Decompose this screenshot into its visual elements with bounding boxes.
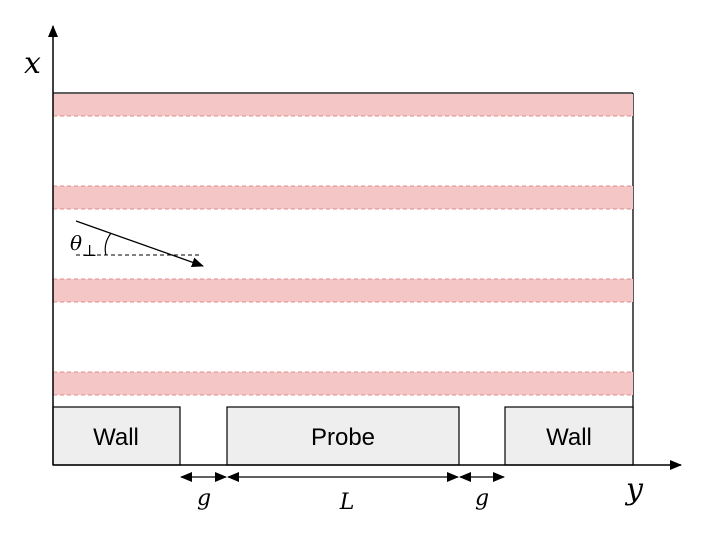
- gap-left-label: g: [197, 486, 211, 511]
- right-wall: Wall: [504, 406, 634, 466]
- svg-text:θ⊥: θ⊥: [70, 231, 97, 260]
- filament-band-1: [53, 94, 633, 117]
- probe-label: Probe: [311, 424, 375, 451]
- length-dimension: L: [227, 472, 459, 515]
- tilt-angle-indicator: θ⊥: [70, 220, 204, 268]
- gap-right-dimension: g: [459, 472, 505, 511]
- left-wall-label: Wall: [93, 424, 139, 451]
- theta-subscript: ⊥: [82, 241, 97, 260]
- filament-band-4: [53, 371, 633, 396]
- x-axis: x: [24, 25, 58, 465]
- right-wall-label: Wall: [546, 424, 592, 451]
- y-axis: y: [53, 460, 682, 507]
- left-wall: Wall: [52, 406, 181, 466]
- gap-left-dimension: g: [180, 472, 227, 511]
- length-label: L: [339, 490, 355, 515]
- angle-arc: [104, 232, 112, 256]
- theta-symbol: θ: [70, 231, 82, 255]
- y-axis-label: y: [624, 472, 644, 507]
- gap-right-label: g: [475, 486, 489, 511]
- field-direction-arrow: [75, 220, 204, 268]
- probe: Probe: [226, 406, 460, 466]
- filament-band-3: [53, 278, 633, 303]
- filament-band-2: [53, 185, 633, 210]
- x-axis-label: x: [24, 46, 41, 81]
